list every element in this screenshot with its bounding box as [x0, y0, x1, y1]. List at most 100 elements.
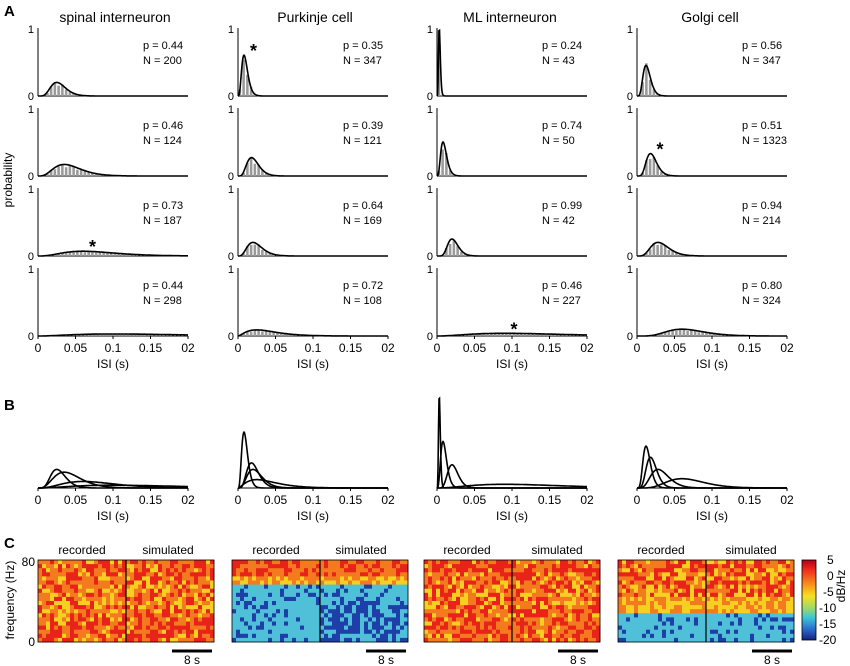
spectrogram-cell	[766, 613, 771, 618]
spectrogram-cell	[650, 601, 655, 606]
spectrogram-cell	[452, 605, 457, 610]
spectrogram-cell	[66, 617, 71, 622]
spectrogram-cell	[162, 613, 167, 618]
spectrogram-cell	[98, 568, 103, 573]
spectrogram-cell	[118, 580, 123, 585]
spectrogram-cell	[576, 568, 581, 573]
spectrogram-cell	[472, 580, 477, 585]
spectrogram-cell	[178, 576, 183, 581]
spectrogram-cell	[544, 617, 549, 622]
spectrogram-cell	[588, 609, 593, 614]
spectrogram-cell	[742, 605, 747, 610]
spectrogram-cell	[702, 625, 707, 631]
spectrogram-cell	[572, 605, 577, 610]
spectrogram-cell	[424, 588, 429, 594]
spectrogram-cell	[516, 568, 521, 573]
spectrogram-cell	[738, 560, 743, 565]
spectrogram-cell	[532, 605, 537, 610]
spectrogram-cell	[244, 580, 249, 585]
spectrogram-cell	[654, 617, 659, 622]
x-tick-label: 02	[780, 341, 794, 355]
spectrogram-cell	[560, 580, 565, 585]
spectrogram-cell	[432, 592, 437, 598]
spectrogram-cell	[464, 568, 469, 573]
spectrogram-cell	[492, 601, 497, 606]
spectrogram-cell	[592, 617, 597, 622]
x-tick-label: 0.1	[105, 493, 122, 507]
spectrogram-cell	[492, 617, 497, 622]
spectrogram-cell	[718, 560, 723, 565]
spectrogram-cell	[134, 617, 139, 622]
spectrogram-cell	[276, 625, 281, 631]
spectrogram-cell	[460, 568, 465, 573]
spectrogram-cell	[150, 617, 155, 622]
spectrogram-cell	[686, 588, 691, 594]
spectrogram-cell	[154, 568, 159, 573]
spectrogram-cell	[98, 609, 103, 614]
spectrogram-cell	[738, 633, 743, 639]
spectrogram-cell	[512, 568, 517, 573]
spectrogram-cell	[74, 576, 79, 581]
spectrogram-cell	[264, 601, 269, 606]
spectrogram-cell	[352, 609, 357, 614]
spectrogram-cell	[622, 568, 627, 573]
spectrogram-cell	[70, 617, 75, 622]
spectrogram-cell	[448, 617, 453, 622]
spectrogram-cell	[714, 568, 719, 573]
spectrogram-cell	[244, 633, 249, 639]
spectrogram-cell	[580, 625, 585, 631]
histogram-bar	[68, 91, 72, 96]
spectrogram-cell	[150, 592, 155, 598]
spectrogram-cell	[488, 629, 493, 635]
spectrogram-cell	[492, 605, 497, 610]
spectrogram-cell	[552, 588, 557, 594]
spectrogram-cell	[154, 596, 159, 602]
spectrogram-cell	[460, 588, 465, 594]
spectrogram-cell	[592, 637, 597, 643]
spectrogram-cell	[722, 633, 727, 639]
spectrogram-cell	[106, 637, 111, 643]
spectrogram-cell	[622, 576, 627, 581]
spectrogram-cell	[376, 572, 381, 577]
spectrogram-cell	[548, 605, 553, 610]
spectrogram-cell	[106, 564, 111, 569]
spectrogram-cell	[38, 613, 43, 618]
spectrogram-cell	[540, 576, 545, 581]
spectrogram-cell	[596, 621, 601, 626]
spectrogram-cell	[232, 637, 237, 643]
histogram-bar	[656, 93, 659, 96]
spectrogram-cell	[738, 584, 743, 590]
histogram-bar	[686, 331, 689, 336]
spectrogram-cell	[130, 592, 135, 598]
spectrogram-cell	[742, 613, 747, 618]
spectrogram-cell	[618, 621, 623, 626]
spectrogram-cell	[528, 617, 533, 622]
spectrogram-cell	[384, 564, 389, 569]
spectrogram-cell	[198, 613, 203, 618]
spectrogram-cell	[536, 568, 541, 573]
spectrogram-cell	[666, 584, 671, 590]
spectrogram-cell	[186, 592, 191, 598]
spectrogram-cell	[372, 584, 377, 590]
ytick-label-1: 1	[228, 24, 234, 36]
spectrogram-cell	[388, 576, 393, 581]
spectrogram-cell	[248, 568, 253, 573]
spectrogram-cell	[596, 584, 601, 590]
overlay-curve	[38, 484, 188, 489]
spectrogram-cell	[348, 637, 353, 643]
spectrogram-cell	[178, 588, 183, 594]
spectrogram-cell	[504, 588, 509, 594]
spectrogram-cell	[484, 580, 489, 585]
spectrogram-cell	[424, 637, 429, 643]
spectrogram-cell	[304, 601, 309, 606]
spectrogram-cell	[296, 609, 301, 614]
spectrogram-cell	[642, 576, 647, 581]
spectrogram-cell	[440, 617, 445, 622]
spectrogram-cell	[754, 564, 759, 569]
spectrogram-cell	[364, 568, 369, 573]
spectrogram-cell	[202, 609, 207, 614]
spectrogram-cell	[572, 633, 577, 639]
spectrogram-cell	[424, 580, 429, 585]
spectrogram-cell	[170, 568, 175, 573]
